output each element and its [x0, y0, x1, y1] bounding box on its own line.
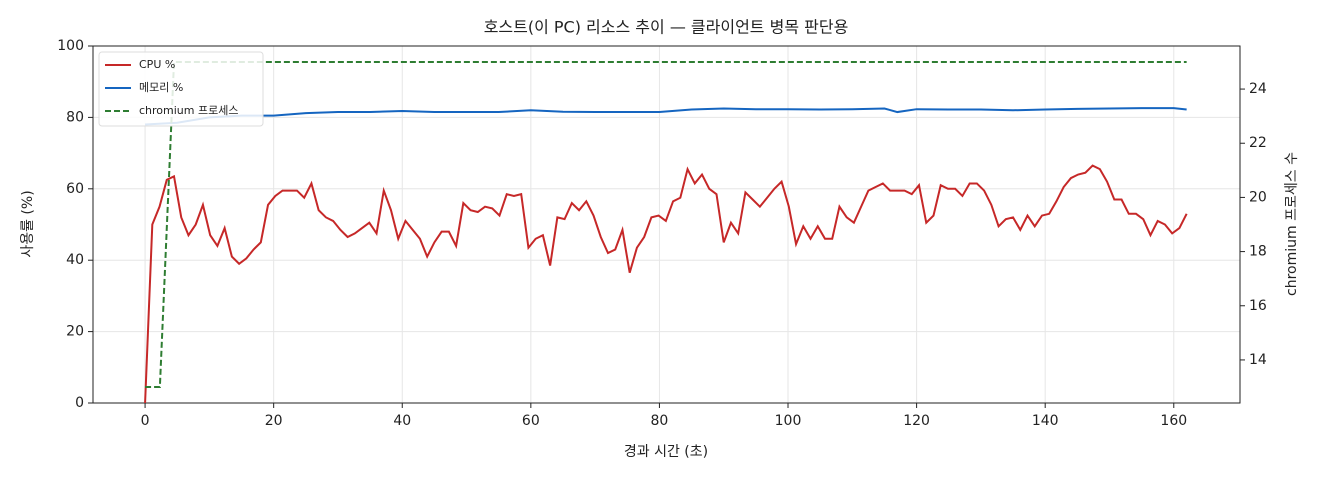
x-tick-label: 160 — [1160, 413, 1187, 429]
legend-label: 메모리 % — [139, 81, 183, 94]
y-tick-label: 80 — [66, 109, 84, 125]
series-line — [144, 164, 1188, 404]
y-tick-label: 60 — [66, 181, 84, 197]
y-tick-label: 20 — [66, 324, 84, 340]
x-tick-label: 100 — [775, 413, 802, 429]
chart-title: 호스트(이 PC) 리소스 추이 — 클라이언트 병목 판단용 — [484, 18, 849, 37]
x-tick-label: 60 — [522, 413, 540, 429]
legend-label: chromium 프로세스 — [139, 104, 238, 117]
y-axis-label: 사용률 (%) — [20, 190, 36, 257]
y-tick-label: 100 — [57, 38, 84, 54]
y2-tick-label: 24 — [1249, 81, 1267, 97]
y2-tick-label: 20 — [1249, 189, 1267, 205]
y2-axis-label: chromium 프로세스 수 — [1284, 152, 1300, 296]
x-tick-label: 0 — [141, 413, 150, 429]
x-tick-label: 140 — [1032, 413, 1059, 429]
plot-frame — [92, 45, 1241, 404]
y2-tick-label: 16 — [1249, 298, 1267, 314]
x-tick-label: 120 — [903, 413, 930, 429]
series-line — [145, 60, 1187, 389]
legend-box — [98, 51, 264, 127]
y2-tick-label: 14 — [1249, 352, 1267, 368]
series-line — [145, 107, 1187, 126]
y-tick-label: 0 — [75, 395, 84, 411]
x-tick-label: 20 — [265, 413, 283, 429]
x-axis-label: 경과 시간 (초) — [624, 444, 708, 460]
y-tick-label: 40 — [66, 252, 84, 268]
x-tick-label: 80 — [651, 413, 669, 429]
x-tick-label: 40 — [393, 413, 411, 429]
legend-label: CPU % — [139, 58, 175, 71]
y2-tick-label: 18 — [1249, 244, 1267, 260]
y2-tick-label: 22 — [1249, 135, 1267, 151]
